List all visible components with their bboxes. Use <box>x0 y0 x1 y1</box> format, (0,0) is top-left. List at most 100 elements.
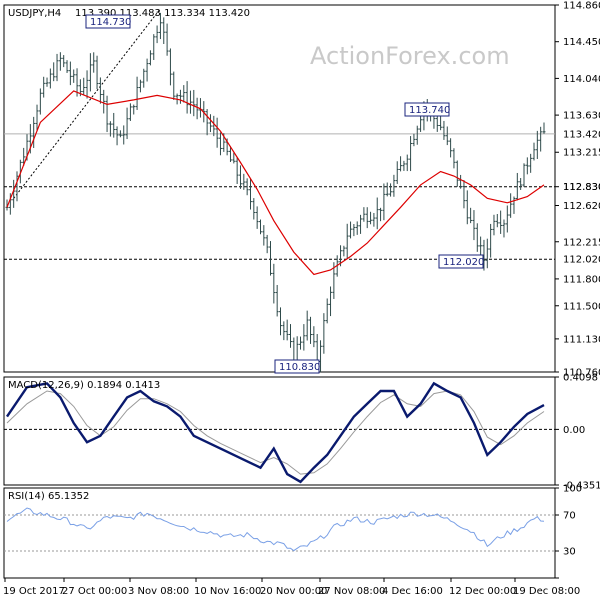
ohlc-bar <box>145 58 149 82</box>
ohlc-bar <box>275 284 279 317</box>
rsi-tick-label: 30 <box>563 547 576 558</box>
ohlc-bar <box>402 160 406 171</box>
ohlc-bar <box>405 154 409 172</box>
ohlc-bar <box>352 223 356 237</box>
ohlc-bar <box>242 173 246 190</box>
ohlc-bar <box>355 221 359 235</box>
ohlc-bar <box>469 207 473 224</box>
ohlc-bar <box>215 117 219 148</box>
ohlc-bar <box>58 52 62 71</box>
ohlc-bar <box>115 126 119 146</box>
ohlc-bar <box>165 23 169 56</box>
ohlc-bar <box>342 245 346 257</box>
rsi-main-line <box>6 507 545 552</box>
ohlc-bar <box>309 316 313 344</box>
price-annotation-text: 112.020 <box>443 257 484 268</box>
price-annotation: 112.020 <box>438 254 484 269</box>
ohlc-bar <box>212 115 216 137</box>
macd-lines <box>6 381 545 484</box>
time-tick-label: 19 Oct 2017 <box>3 586 65 597</box>
ohlc-bar <box>489 223 493 258</box>
price-tick-label: 113.215 <box>563 148 600 159</box>
ohlc-bar <box>329 286 333 317</box>
ohlc-bar <box>462 180 466 209</box>
ohlc-bar <box>68 61 72 86</box>
watermark: ActionForex.com <box>310 42 510 70</box>
ohlc-bar <box>112 112 116 138</box>
price-annotation-box <box>85 14 131 29</box>
ohlc-bar <box>125 107 129 140</box>
macd-axis: 0.4098 0.00 -0.4351 <box>555 373 600 492</box>
ohlc-bar <box>465 190 469 225</box>
ohlc-bar <box>132 104 136 115</box>
ohlc-bar <box>392 174 396 197</box>
price-bars <box>5 12 546 373</box>
ohlc-bar <box>395 161 399 184</box>
ohlc-bar <box>5 199 9 211</box>
ohlc-bar <box>509 193 513 218</box>
ohlc-bar <box>542 122 546 134</box>
level-tag-bg <box>556 180 598 193</box>
ohlc-bar <box>162 17 166 44</box>
ohlc-bar <box>535 130 539 159</box>
ohlc-bar <box>452 148 456 169</box>
ohlc-bar <box>299 336 303 350</box>
ohlc-bar <box>372 212 376 227</box>
ohlc-bar <box>55 53 59 82</box>
ohlc-bar <box>42 76 46 98</box>
level-tag: 112.020 <box>563 255 600 266</box>
price-tick-label: 114.450 <box>563 37 600 48</box>
rsi-axis: 100 70 30 <box>555 484 582 579</box>
ohlc-bar <box>272 263 276 304</box>
ohlc-bar <box>359 214 363 234</box>
level-tag-bg <box>556 253 598 266</box>
ohlc-bar <box>345 223 349 259</box>
price-levels: 113.420 112.830 112.020 <box>4 127 600 266</box>
ohlc-bar <box>419 114 423 132</box>
ohlc-bar <box>252 198 256 220</box>
price-axis: 114.860 114.450 114.040 113.630 113.215 112.8… <box>555 1 600 379</box>
ohlc-bar <box>312 326 316 348</box>
ohlc-bar <box>22 147 26 166</box>
ohlc-bar <box>95 55 99 90</box>
current-price-tag: 113.420 <box>563 129 600 140</box>
time-tick-label: 19 Dec 08:00 <box>513 586 580 597</box>
price-tick-label: 112.620 <box>563 201 600 212</box>
ohlc-bar <box>289 324 293 348</box>
ohlc-bar <box>268 241 272 276</box>
rsi-tick-label: 100 <box>563 484 582 495</box>
ohlc-bar <box>45 77 49 87</box>
price-annotation-box <box>274 359 320 374</box>
ohlc-bar <box>539 126 543 152</box>
price-annotation-text: 110.830 <box>279 362 320 373</box>
ohlc-bar <box>282 321 286 341</box>
time-tick-label: 20 Nov 00:00 <box>260 586 327 597</box>
time-tick-label: 4 Dec 16:00 <box>382 586 443 597</box>
ohlc-bar <box>248 178 252 210</box>
ohlc-bar <box>105 95 109 133</box>
rsi-title: RSI(14) 65.1352 <box>8 491 89 502</box>
ohlc-bar <box>255 206 259 229</box>
ohlc-bar <box>279 307 283 336</box>
ohlc-bar <box>499 210 503 234</box>
price-tick-label: 111.800 <box>563 274 600 285</box>
ohlc-bar <box>375 197 379 230</box>
ohlc-bar <box>302 324 306 351</box>
ohlc-bar <box>148 50 152 66</box>
ohlc-bar <box>479 236 483 258</box>
ohlc-bar <box>152 34 156 60</box>
rsi-line <box>6 507 545 552</box>
ohlc-bar <box>515 172 519 201</box>
ohlc-bar <box>495 213 499 228</box>
ohlc-bar <box>88 53 92 92</box>
price-header-symbol: USDJPY,H4 <box>8 8 61 19</box>
ohlc-bar <box>519 178 523 190</box>
ohlc-bar <box>349 221 353 239</box>
ohlc-bar <box>72 69 76 83</box>
ohlc-bar <box>412 133 416 147</box>
macd-panel-frame <box>3 376 556 486</box>
ohlc-bar <box>459 174 463 189</box>
ohlc-bar <box>382 183 386 221</box>
ohlc-bar <box>482 239 486 271</box>
